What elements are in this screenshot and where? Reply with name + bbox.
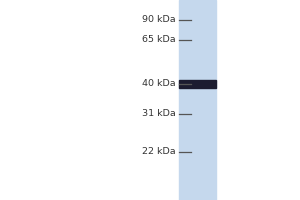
Bar (178, 0, 216, 200)
Text: 90 kDa: 90 kDa (142, 16, 176, 24)
Bar (178, 80, 216, 88)
Text: 40 kDa: 40 kDa (142, 79, 176, 88)
Text: 31 kDa: 31 kDa (142, 109, 176, 118)
Text: 65 kDa: 65 kDa (142, 36, 176, 45)
Text: 22 kDa: 22 kDa (142, 148, 176, 156)
